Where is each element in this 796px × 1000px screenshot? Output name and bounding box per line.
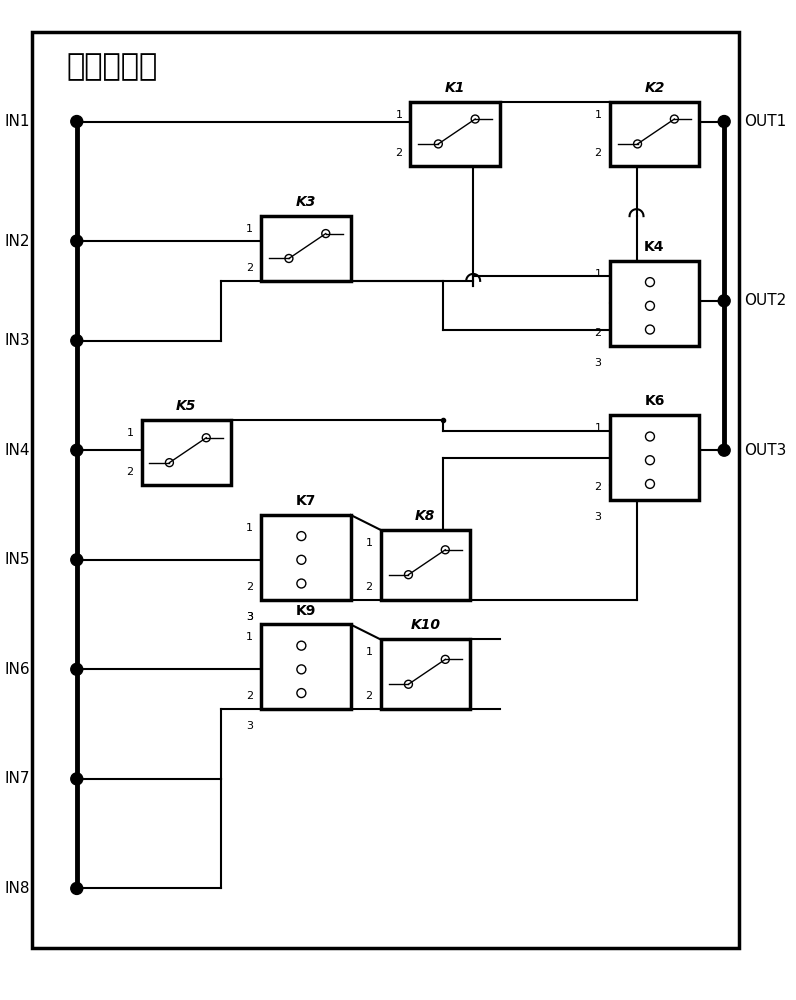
Bar (32, 32, 739, 948)
Text: K3: K3 (295, 195, 316, 209)
Text: 2: 2 (246, 582, 253, 592)
Text: 1: 1 (246, 523, 253, 533)
Text: 2: 2 (595, 148, 602, 158)
Text: 1: 1 (127, 428, 134, 438)
Text: 2: 2 (365, 691, 373, 701)
Text: K2: K2 (644, 81, 665, 95)
Bar (261, 624, 351, 709)
Circle shape (71, 116, 83, 127)
Bar (610, 261, 699, 346)
Bar (610, 102, 699, 166)
Text: 2: 2 (396, 148, 403, 158)
Text: IN3: IN3 (4, 333, 30, 348)
Circle shape (71, 235, 83, 247)
Circle shape (71, 882, 83, 894)
Text: IN1: IN1 (5, 114, 30, 129)
Text: 2: 2 (595, 328, 602, 338)
Text: K1: K1 (445, 81, 466, 95)
Text: OUT3: OUT3 (744, 443, 786, 458)
Text: 1: 1 (595, 110, 602, 120)
Text: IN5: IN5 (5, 552, 30, 567)
Text: IN8: IN8 (5, 881, 30, 896)
Text: K9: K9 (295, 604, 316, 618)
Text: 3: 3 (246, 612, 253, 622)
Text: 3: 3 (246, 612, 253, 622)
Text: 1: 1 (595, 423, 602, 433)
Bar (261, 216, 351, 281)
Text: 1: 1 (595, 269, 602, 279)
Circle shape (718, 116, 730, 127)
Bar (411, 102, 500, 166)
Text: 1: 1 (246, 224, 253, 234)
Circle shape (718, 444, 730, 456)
Text: OUT1: OUT1 (744, 114, 786, 129)
Bar (610, 415, 699, 500)
Text: 开关矩阵箱: 开关矩阵箱 (67, 52, 158, 81)
Text: 1: 1 (365, 647, 373, 657)
Text: 1: 1 (365, 538, 373, 548)
Text: 2: 2 (365, 582, 373, 592)
Circle shape (71, 335, 83, 347)
Bar (380, 530, 470, 600)
Text: OUT2: OUT2 (744, 293, 786, 308)
Text: K6: K6 (644, 394, 665, 408)
Circle shape (71, 554, 83, 566)
Text: 3: 3 (595, 512, 602, 522)
Text: IN4: IN4 (5, 443, 30, 458)
Bar (142, 420, 231, 485)
Text: 2: 2 (246, 691, 253, 701)
Text: 2: 2 (246, 263, 253, 273)
Text: K10: K10 (411, 618, 440, 632)
Bar (380, 639, 470, 709)
Text: K4: K4 (644, 240, 665, 254)
Text: K8: K8 (416, 509, 435, 523)
Text: 1: 1 (246, 632, 253, 642)
Text: K7: K7 (295, 494, 316, 508)
Text: 3: 3 (246, 721, 253, 731)
Circle shape (71, 773, 83, 785)
Circle shape (71, 444, 83, 456)
Circle shape (718, 295, 730, 307)
Text: 2: 2 (127, 467, 134, 477)
Text: IN2: IN2 (5, 234, 30, 249)
Text: K5: K5 (176, 399, 197, 413)
Circle shape (71, 663, 83, 675)
Text: 2: 2 (595, 482, 602, 492)
Text: IN7: IN7 (5, 771, 30, 786)
Text: IN6: IN6 (4, 662, 30, 677)
Text: 3: 3 (595, 358, 602, 368)
Text: 1: 1 (396, 110, 403, 120)
Bar (261, 515, 351, 600)
